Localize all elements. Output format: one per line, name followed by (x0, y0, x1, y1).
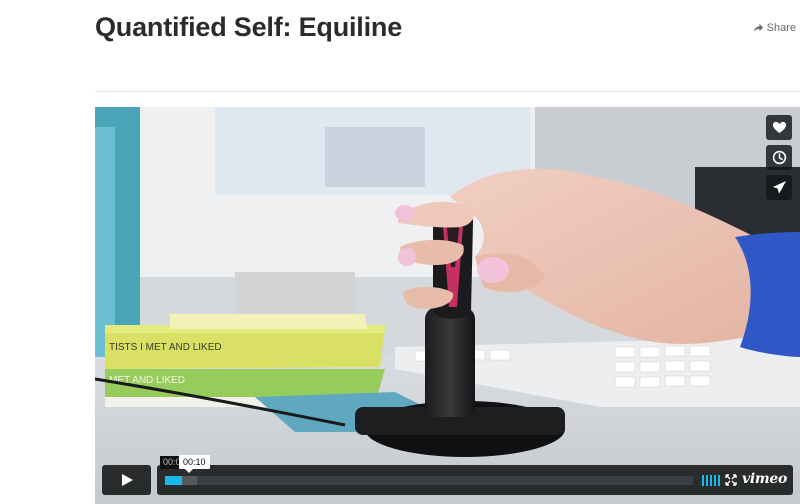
yellow-book (105, 325, 385, 369)
vimeo-logo[interactable]: vimeo (742, 471, 788, 487)
video-player[interactable]: TISTS I MET AND LIKED MET AND LIKED (95, 107, 800, 504)
heart-icon (772, 121, 786, 134)
side-actions (766, 115, 792, 200)
cable (95, 377, 346, 427)
play-button[interactable] (102, 465, 151, 495)
player-controls: 00:0 00:10 vimeo (102, 455, 793, 495)
book-spine-text: TISTS I MET AND LIKED (109, 342, 222, 353)
device-stem (425, 307, 475, 417)
progress-bar[interactable]: 00:0 00:10 (160, 455, 693, 485)
time-played: 00:0 (160, 456, 184, 469)
book-spine-text-2: MET AND LIKED (109, 375, 185, 386)
share-label: Share (766, 22, 796, 34)
paper-plane-icon (772, 180, 786, 194)
video-frame: TISTS I MET AND LIKED MET AND LIKED (95, 107, 800, 504)
fullscreen-icon[interactable] (725, 474, 737, 486)
finger-index (398, 201, 474, 228)
volume-bar (706, 475, 708, 486)
header-divider (95, 91, 800, 92)
like-button[interactable] (766, 115, 792, 140)
play-icon (121, 474, 133, 486)
volume-bar (710, 475, 712, 486)
volume-bar (714, 475, 716, 486)
progress-played (165, 476, 183, 485)
screen-window (325, 127, 425, 187)
share-arrow-icon (753, 23, 763, 32)
blue-sleeve (735, 232, 800, 357)
volume-bar (718, 475, 720, 486)
share-video-button[interactable] (766, 175, 792, 200)
finger-ring (403, 286, 454, 309)
control-bar: 00:0 00:10 vimeo (157, 455, 793, 495)
page-header: Quantified Self: Equiline Share (95, 0, 800, 92)
watch-later-button[interactable] (766, 145, 792, 170)
finger-middle (400, 239, 464, 265)
volume-icon[interactable] (702, 475, 720, 486)
time-hover-tooltip: 00:10 (179, 455, 210, 473)
share-link[interactable]: Share (753, 22, 796, 34)
fingernail (395, 205, 415, 221)
clock-icon (772, 150, 786, 165)
sticky-notes (170, 314, 367, 329)
page-title: Quantified Self: Equiline (95, 12, 403, 42)
volume-bar (702, 475, 704, 486)
hand (450, 168, 800, 344)
